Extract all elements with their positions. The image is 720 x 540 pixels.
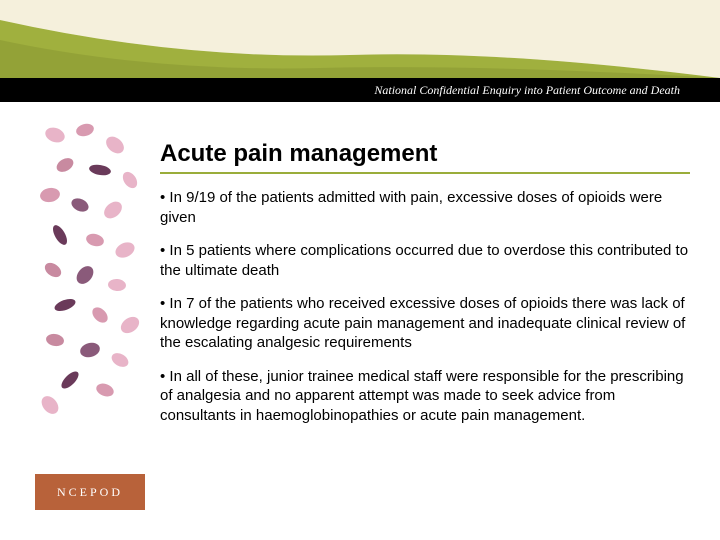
bullet-item: • In all of these, junior trainee medica… — [160, 367, 690, 426]
bullet-text: In 5 patients where complications occurr… — [160, 242, 688, 279]
slide-title: Acute pain management — [160, 140, 690, 174]
bullet-item: • In 5 patients where complications occu… — [160, 241, 690, 280]
bullet-text: In 7 of the patients who received excess… — [160, 295, 685, 351]
bullet-item: • In 9/19 of the patients admitted with … — [160, 188, 690, 227]
slide-content: Acute pain management • In 9/19 of the p… — [160, 140, 690, 439]
bullet-text: In all of these, junior trainee medical … — [160, 368, 684, 424]
ncepod-logo: NCEPOD — [35, 474, 145, 510]
blood-cells-graphic — [35, 115, 145, 415]
bullet-item: • In 7 of the patients who received exce… — [160, 294, 690, 353]
header-banner-text: National Confidential Enquiry into Patie… — [374, 83, 680, 98]
bullet-text: In 9/19 of the patients admitted with pa… — [160, 189, 662, 226]
header-black-bar: National Confidential Enquiry into Patie… — [0, 78, 720, 102]
logo-text: NCEPOD — [57, 485, 123, 500]
